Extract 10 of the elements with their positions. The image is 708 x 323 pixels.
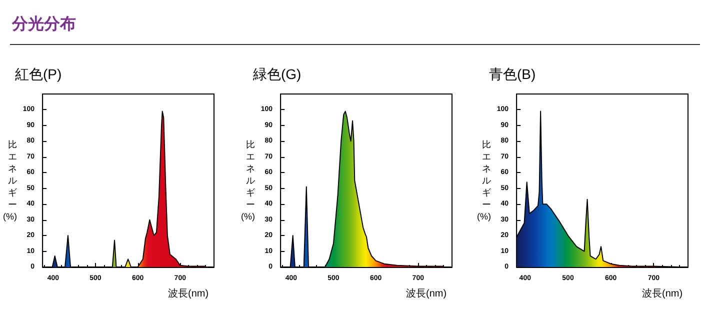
text: 分光分布 bbox=[12, 14, 76, 35]
x-axis-title: 波長(nm) bbox=[168, 288, 209, 300]
y-axis-title: 比エネルギー(%) bbox=[476, 140, 491, 222]
chart-title: 青色(B) bbox=[489, 66, 536, 82]
chart-title: 緑色(G) bbox=[252, 66, 302, 82]
y-axis-title: 比エネルギー(%) bbox=[2, 140, 17, 222]
x-axis-title: 波長(nm) bbox=[406, 288, 447, 300]
x-axis-title: 波長(nm) bbox=[642, 288, 683, 300]
chart-title: 紅色(P) bbox=[15, 66, 62, 82]
y-axis-title: 比エネルギー(%) bbox=[240, 140, 255, 222]
